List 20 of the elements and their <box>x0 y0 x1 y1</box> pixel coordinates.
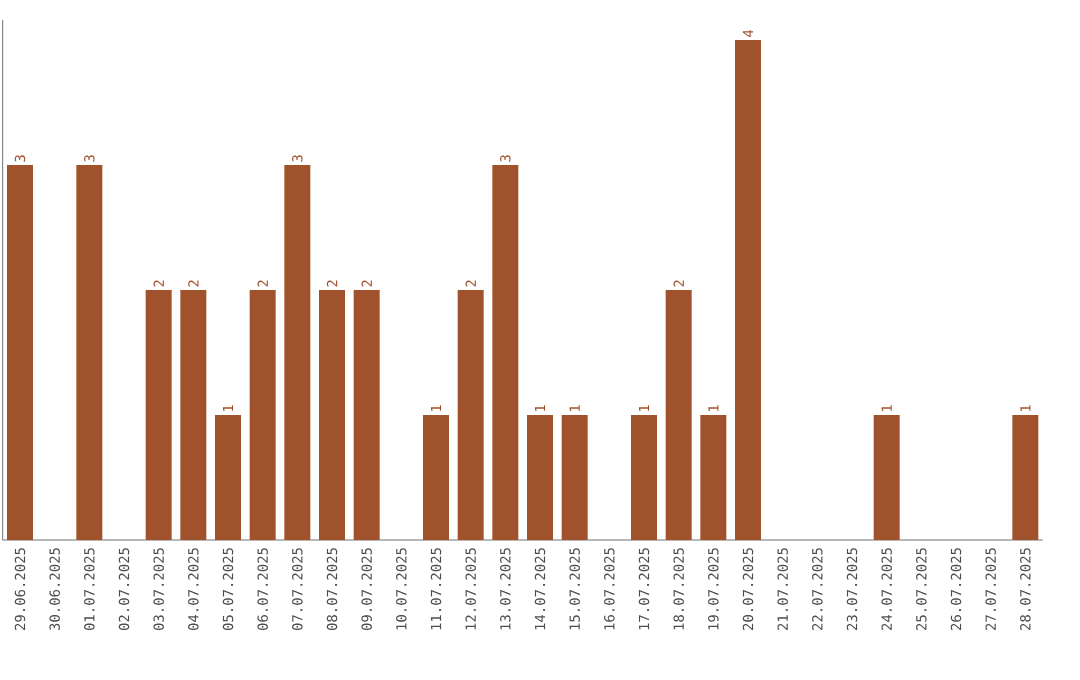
bar <box>457 289 484 540</box>
bar <box>527 415 553 540</box>
bar <box>215 415 241 540</box>
bar <box>631 415 657 540</box>
bar <box>319 289 345 540</box>
bar <box>284 164 311 540</box>
bar <box>735 39 762 540</box>
bar <box>423 415 449 540</box>
bar <box>700 415 727 540</box>
bar <box>873 415 900 540</box>
bar <box>492 164 519 540</box>
bar <box>353 289 380 540</box>
bar <box>145 289 172 540</box>
bar <box>180 289 207 540</box>
bar <box>561 415 588 540</box>
bar <box>7 164 33 540</box>
bar <box>1012 415 1039 540</box>
bar <box>76 164 103 540</box>
bar <box>665 289 692 540</box>
bar <box>249 289 276 540</box>
